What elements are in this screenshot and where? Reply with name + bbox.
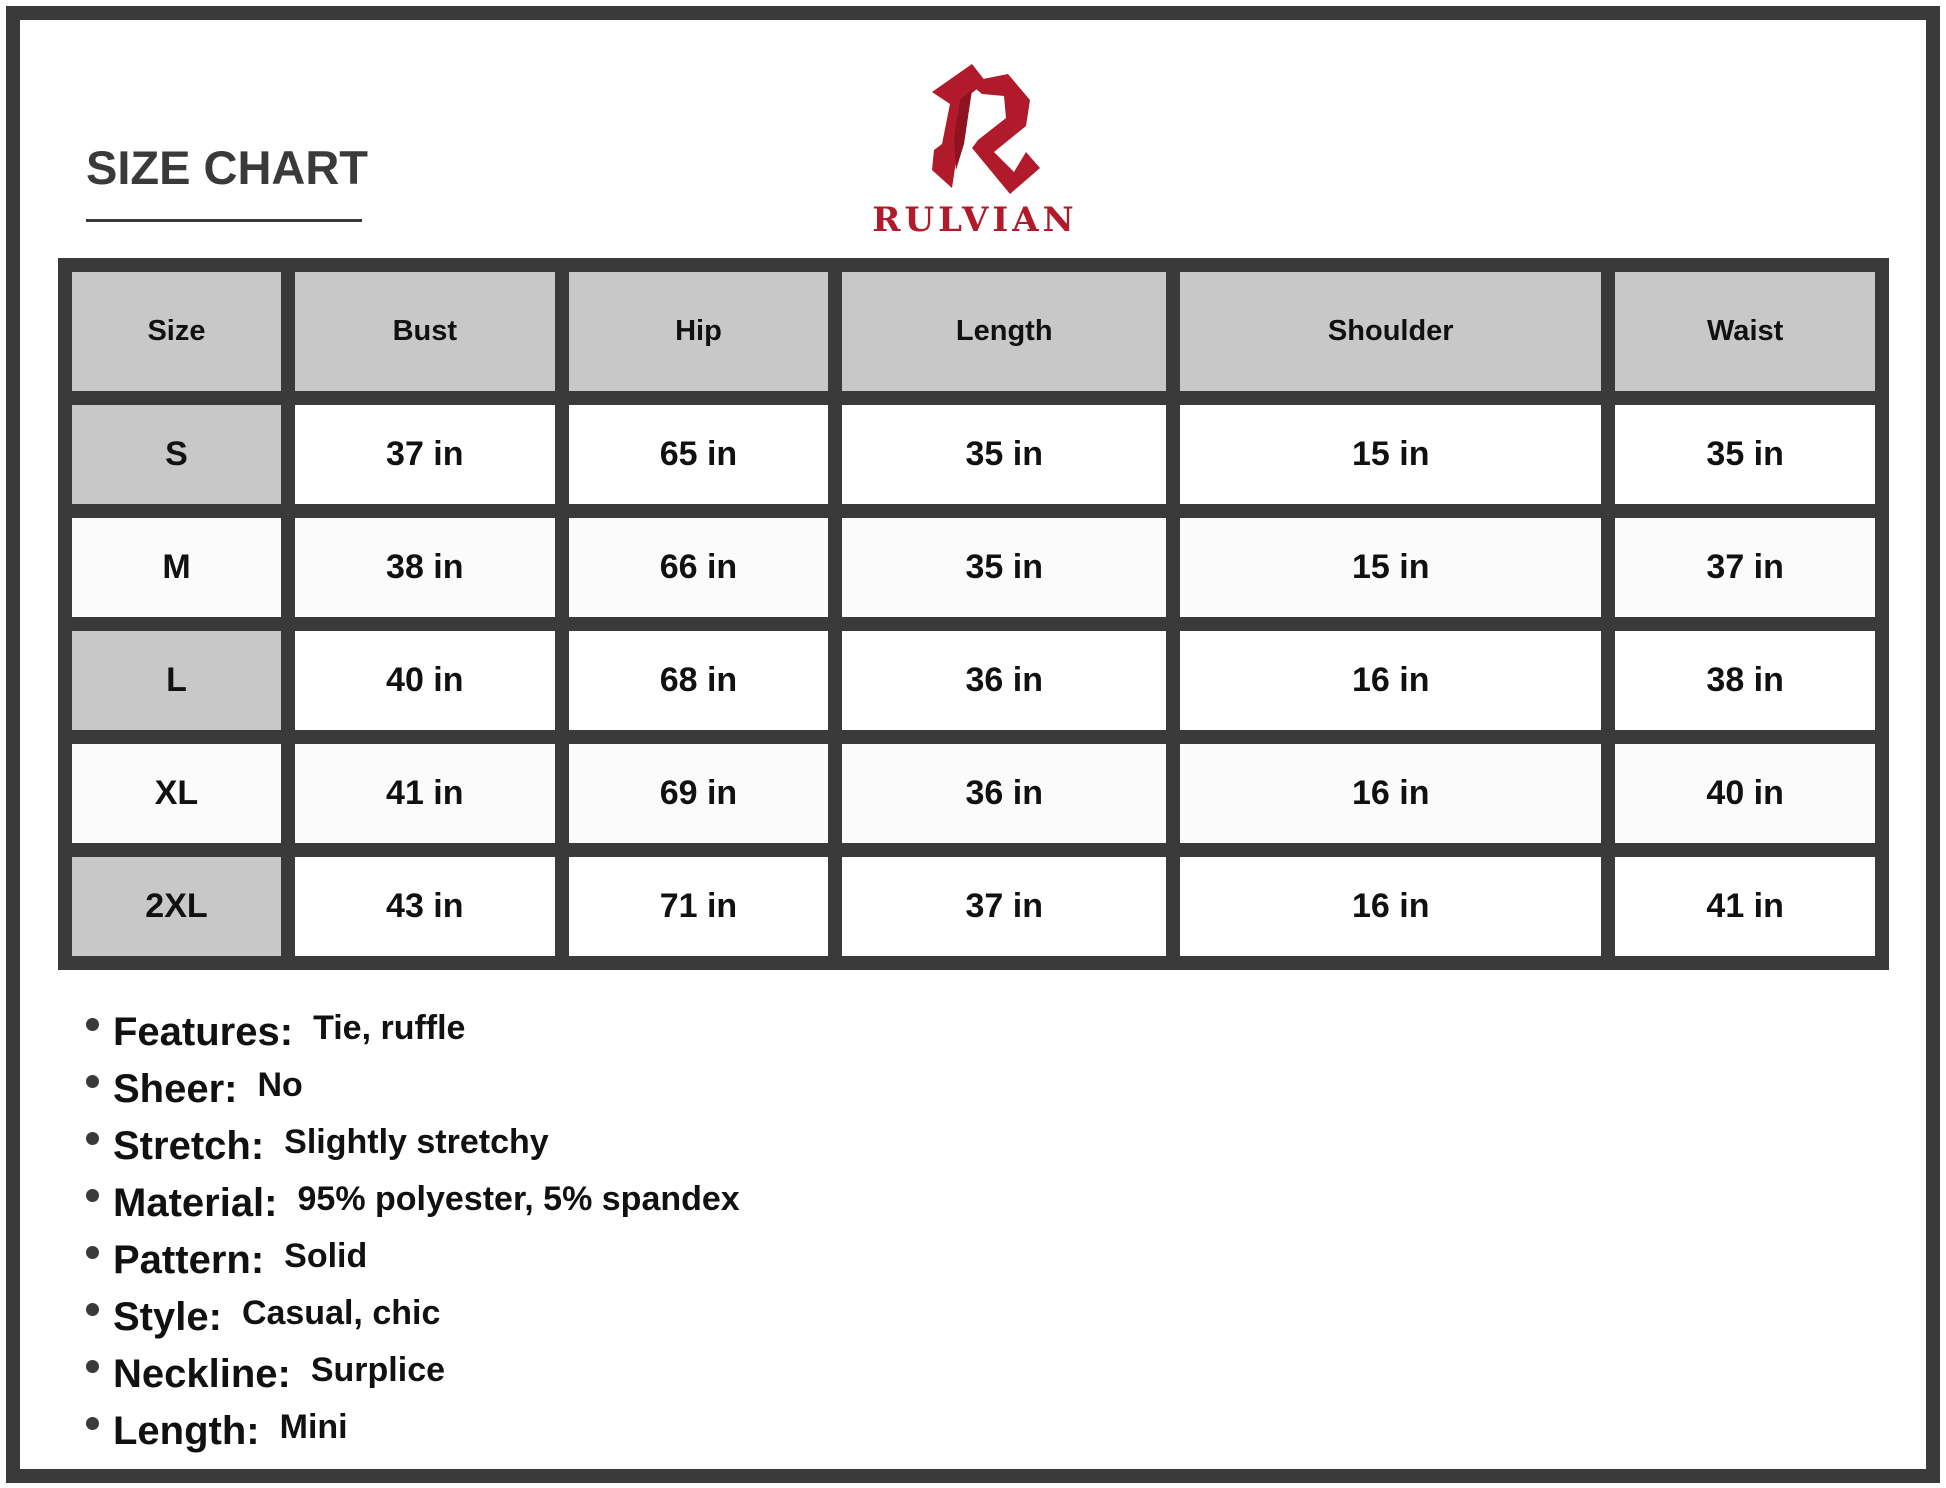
feature-label: Sheer: [113,1067,238,1111]
measurement-cell: 38 in [1615,631,1875,730]
feature-item: Sheer: No [86,1066,740,1124]
measurement-cell: 16 in [1180,744,1602,843]
header-shoulder: Shoulder [1180,272,1602,391]
r-logo-icon [932,64,1040,194]
size-chart-table: Size Bust Hip Length Shoulder Waist S 37 … [58,258,1889,970]
feature-label: Length: [113,1409,260,1453]
feature-label: Stretch: [113,1124,265,1168]
feature-label: Pattern: [113,1238,265,1282]
header-bust: Bust [294,272,555,391]
measurement-cell: 66 in [568,518,829,617]
table-row: L 40 in 68 in 36 in 16 in 38 in [72,631,1875,730]
feature-value: 95% polyester, 5% spandex [297,1180,740,1218]
size-cell: 2XL [72,857,281,956]
feature-value: No [257,1066,303,1104]
bullet-icon [86,1018,99,1031]
size-cell: S [72,405,281,504]
page-title: SIZE CHART [86,141,368,194]
bullet-icon [86,1075,99,1088]
measurement-cell: 36 in [842,631,1167,730]
table-header-row: Size Bust Hip Length Shoulder Waist [72,272,1875,391]
measurement-cell: 71 in [568,857,829,956]
measurement-cell: 40 in [1615,744,1875,843]
measurement-cell: 65 in [568,405,829,504]
measurement-cell: 68 in [568,631,829,730]
measurement-cell: 37 in [294,405,555,504]
feature-label: Style: [113,1295,222,1339]
size-cell: XL [72,744,281,843]
feature-item: Pattern: Solid [86,1237,740,1295]
measurement-cell: 35 in [842,405,1167,504]
brand-name: RULVIAN [872,200,1078,240]
measurement-cell: 37 in [842,857,1167,956]
header-length: Length [842,272,1167,391]
feature-value: Slightly stretchy [284,1123,549,1161]
measurement-cell: 35 in [842,518,1167,617]
feature-item: Neckline: Surplice [86,1351,740,1409]
measurement-cell: 15 in [1180,518,1602,617]
feature-value: Tie, ruffle [313,1009,466,1047]
feature-label: Features: [113,1010,294,1054]
measurement-cell: 37 in [1615,518,1875,617]
measurement-cell: 41 in [294,744,555,843]
feature-value: Casual, chic [241,1294,441,1332]
feature-item: Style: Casual, chic [86,1294,740,1352]
feature-value: Mini [279,1408,348,1446]
bullet-icon [86,1417,99,1430]
measurement-cell: 36 in [842,744,1167,843]
feature-item: Features: Tie, ruffle [86,1009,740,1067]
feature-item: Material: 95% polyester, 5% spandex [86,1180,740,1238]
measurement-cell: 16 in [1180,857,1602,956]
header-size: Size [72,272,281,391]
bullet-icon [86,1132,99,1145]
measurement-cell: 43 in [294,857,555,956]
measurement-cell: 35 in [1615,405,1875,504]
table-row: XL 41 in 69 in 36 in 16 in 40 in [72,744,1875,843]
header-waist: Waist [1615,272,1875,391]
table-row: 2XL 43 in 71 in 37 in 16 in 41 in [72,857,1875,956]
header-hip: Hip [568,272,829,391]
bullet-icon [86,1246,99,1259]
measurement-cell: 38 in [294,518,555,617]
feature-label: Neckline: [113,1352,291,1396]
measurement-cell: 41 in [1615,857,1875,956]
measurement-cell: 16 in [1180,631,1602,730]
feature-item: Stretch: Slightly stretchy [86,1123,740,1181]
feature-label: Material: [113,1181,278,1225]
feature-item: Length: Mini [86,1408,740,1466]
measurement-cell: 15 in [1180,405,1602,504]
brand-logo: RULVIAN [860,60,1090,240]
measurement-cell: 40 in [294,631,555,730]
title-underline [86,219,362,222]
measurement-cell: 69 in [568,744,829,843]
size-cell: M [72,518,281,617]
bullet-icon [86,1189,99,1202]
size-cell: L [72,631,281,730]
bullet-icon [86,1303,99,1316]
bullet-icon [86,1360,99,1373]
feature-value: Surplice [310,1351,446,1389]
feature-list: Features: Tie, ruffle Sheer: No Stretch: Slig… [86,1009,740,1466]
table-row: M 38 in 66 in 35 in 15 in 37 in [72,518,1875,617]
table-row: S 37 in 65 in 35 in 15 in 35 in [72,405,1875,504]
feature-value: Solid [284,1237,368,1275]
